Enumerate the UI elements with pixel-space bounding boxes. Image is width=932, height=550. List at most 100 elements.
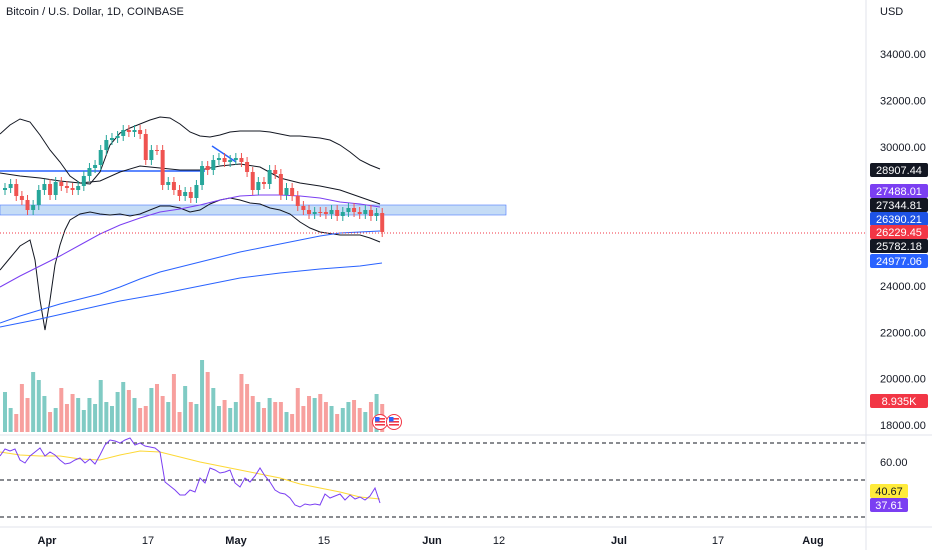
us-flag-icon[interactable] (372, 414, 388, 430)
volume-bar (290, 414, 295, 432)
volume-bar (3, 392, 7, 432)
price-axis[interactable]: 34000.00 32000.00 30000.00 24000.00 22000.00… (880, 49, 926, 432)
volume-bar (8, 408, 13, 432)
candle-body (368, 210, 373, 216)
support-zone[interactable] (0, 204, 507, 216)
volume-bar (87, 398, 92, 432)
price-tick-label: 18000.00 (880, 420, 926, 432)
moving-average-200 (0, 262, 383, 328)
volume-bar (216, 406, 221, 432)
volume-bar (352, 400, 357, 432)
candle-body (64, 186, 69, 188)
candle-body (233, 158, 238, 160)
candle-body (138, 130, 143, 134)
candle-body (109, 138, 114, 140)
bollinger-lower-band (0, 197, 381, 331)
volume-bar (160, 396, 165, 432)
volume-bar (205, 372, 210, 432)
candlesticks[interactable] (3, 125, 385, 237)
volume-bar (256, 402, 261, 432)
candle-body (183, 192, 188, 196)
volume-bar (374, 394, 379, 432)
price-badge-label: 24977.06 (876, 256, 922, 268)
candle-body (81, 176, 86, 186)
rsi-badge: 40.67 (870, 484, 908, 498)
candle-body (126, 130, 131, 132)
volume-bar (340, 408, 345, 432)
volume-bar (81, 410, 86, 432)
volume-bar (166, 402, 171, 432)
volume-bar (323, 402, 328, 432)
price-tick-label: 24000.00 (880, 281, 926, 293)
candle-body (48, 184, 53, 195)
price-badge: 27488.01 (870, 184, 928, 198)
volume-bars (3, 360, 385, 432)
candle-body (216, 158, 221, 160)
candle-body (284, 188, 289, 195)
candle-body (295, 196, 300, 206)
trend-line[interactable] (211, 145, 237, 163)
volume-bar (239, 374, 244, 432)
volume-bar (171, 374, 176, 432)
price-badge: 28907.44 (870, 163, 928, 177)
rsi-badge: 37.61 (870, 498, 908, 512)
us-flag-icon[interactable] (386, 414, 402, 430)
candle-body (307, 210, 312, 214)
candle-body (8, 184, 13, 188)
volume-bar (245, 384, 250, 432)
time-tick-label: 15 (318, 535, 330, 547)
price-badge-label: 27344.81 (876, 200, 922, 212)
candle-body (36, 190, 41, 205)
volume-bar (188, 402, 193, 432)
price-tick-label: 22000.00 (880, 327, 926, 339)
candle-body (166, 182, 171, 185)
volume-bar (318, 394, 323, 432)
candle-body (188, 192, 193, 198)
volume-bar (64, 404, 69, 432)
volume-badge: 8.935K (870, 394, 928, 408)
volume-bar (48, 412, 53, 432)
volume-bar (70, 394, 75, 432)
price-badge: 24977.06 (870, 254, 928, 268)
volume-bar (138, 408, 143, 432)
volume-bar (368, 402, 373, 432)
time-axis[interactable]: Apr 17 May 15 Jun 12 Jul 17 Aug (38, 535, 824, 547)
price-badge: 27344.81 (870, 198, 928, 212)
rsi-moving-average-line (0, 450, 381, 500)
volume-badge-label: 8.935K (882, 396, 918, 408)
candle-body (363, 210, 368, 214)
volume-bar (335, 414, 340, 432)
volume-bar (312, 398, 317, 432)
volume-bar (149, 388, 154, 432)
candle-body (245, 162, 250, 172)
candle-body (194, 185, 199, 198)
volume-bar (115, 392, 120, 432)
volume-bar (183, 386, 188, 432)
volume-bar (14, 414, 19, 432)
candle-body (239, 158, 244, 162)
volume-bar (143, 406, 148, 432)
candle-body (104, 140, 109, 150)
volume-bar (155, 384, 160, 432)
volume-bar (284, 412, 289, 432)
volume-bar (76, 398, 81, 432)
symbol-title[interactable]: Bitcoin / U.S. Dollar, 1D, COINBASE (6, 6, 184, 18)
volume-bar (177, 412, 182, 432)
rsi-tick-label: 60.00 (880, 457, 908, 469)
candle-body (87, 168, 92, 176)
volume-bar (121, 382, 126, 432)
candle-body (3, 188, 7, 190)
volume-bar (59, 388, 64, 432)
price-badge-label: 27488.01 (876, 186, 922, 198)
candle-body (278, 174, 283, 195)
volume-bar (132, 398, 137, 432)
volume-bar (329, 406, 334, 432)
candle-body (301, 206, 306, 210)
candle-body (177, 190, 182, 196)
candle-body (70, 188, 75, 190)
currency-label[interactable]: USD (880, 6, 903, 18)
price-badge-label: 28907.44 (876, 165, 922, 177)
candle-body (340, 212, 345, 216)
candle-body (115, 136, 120, 138)
